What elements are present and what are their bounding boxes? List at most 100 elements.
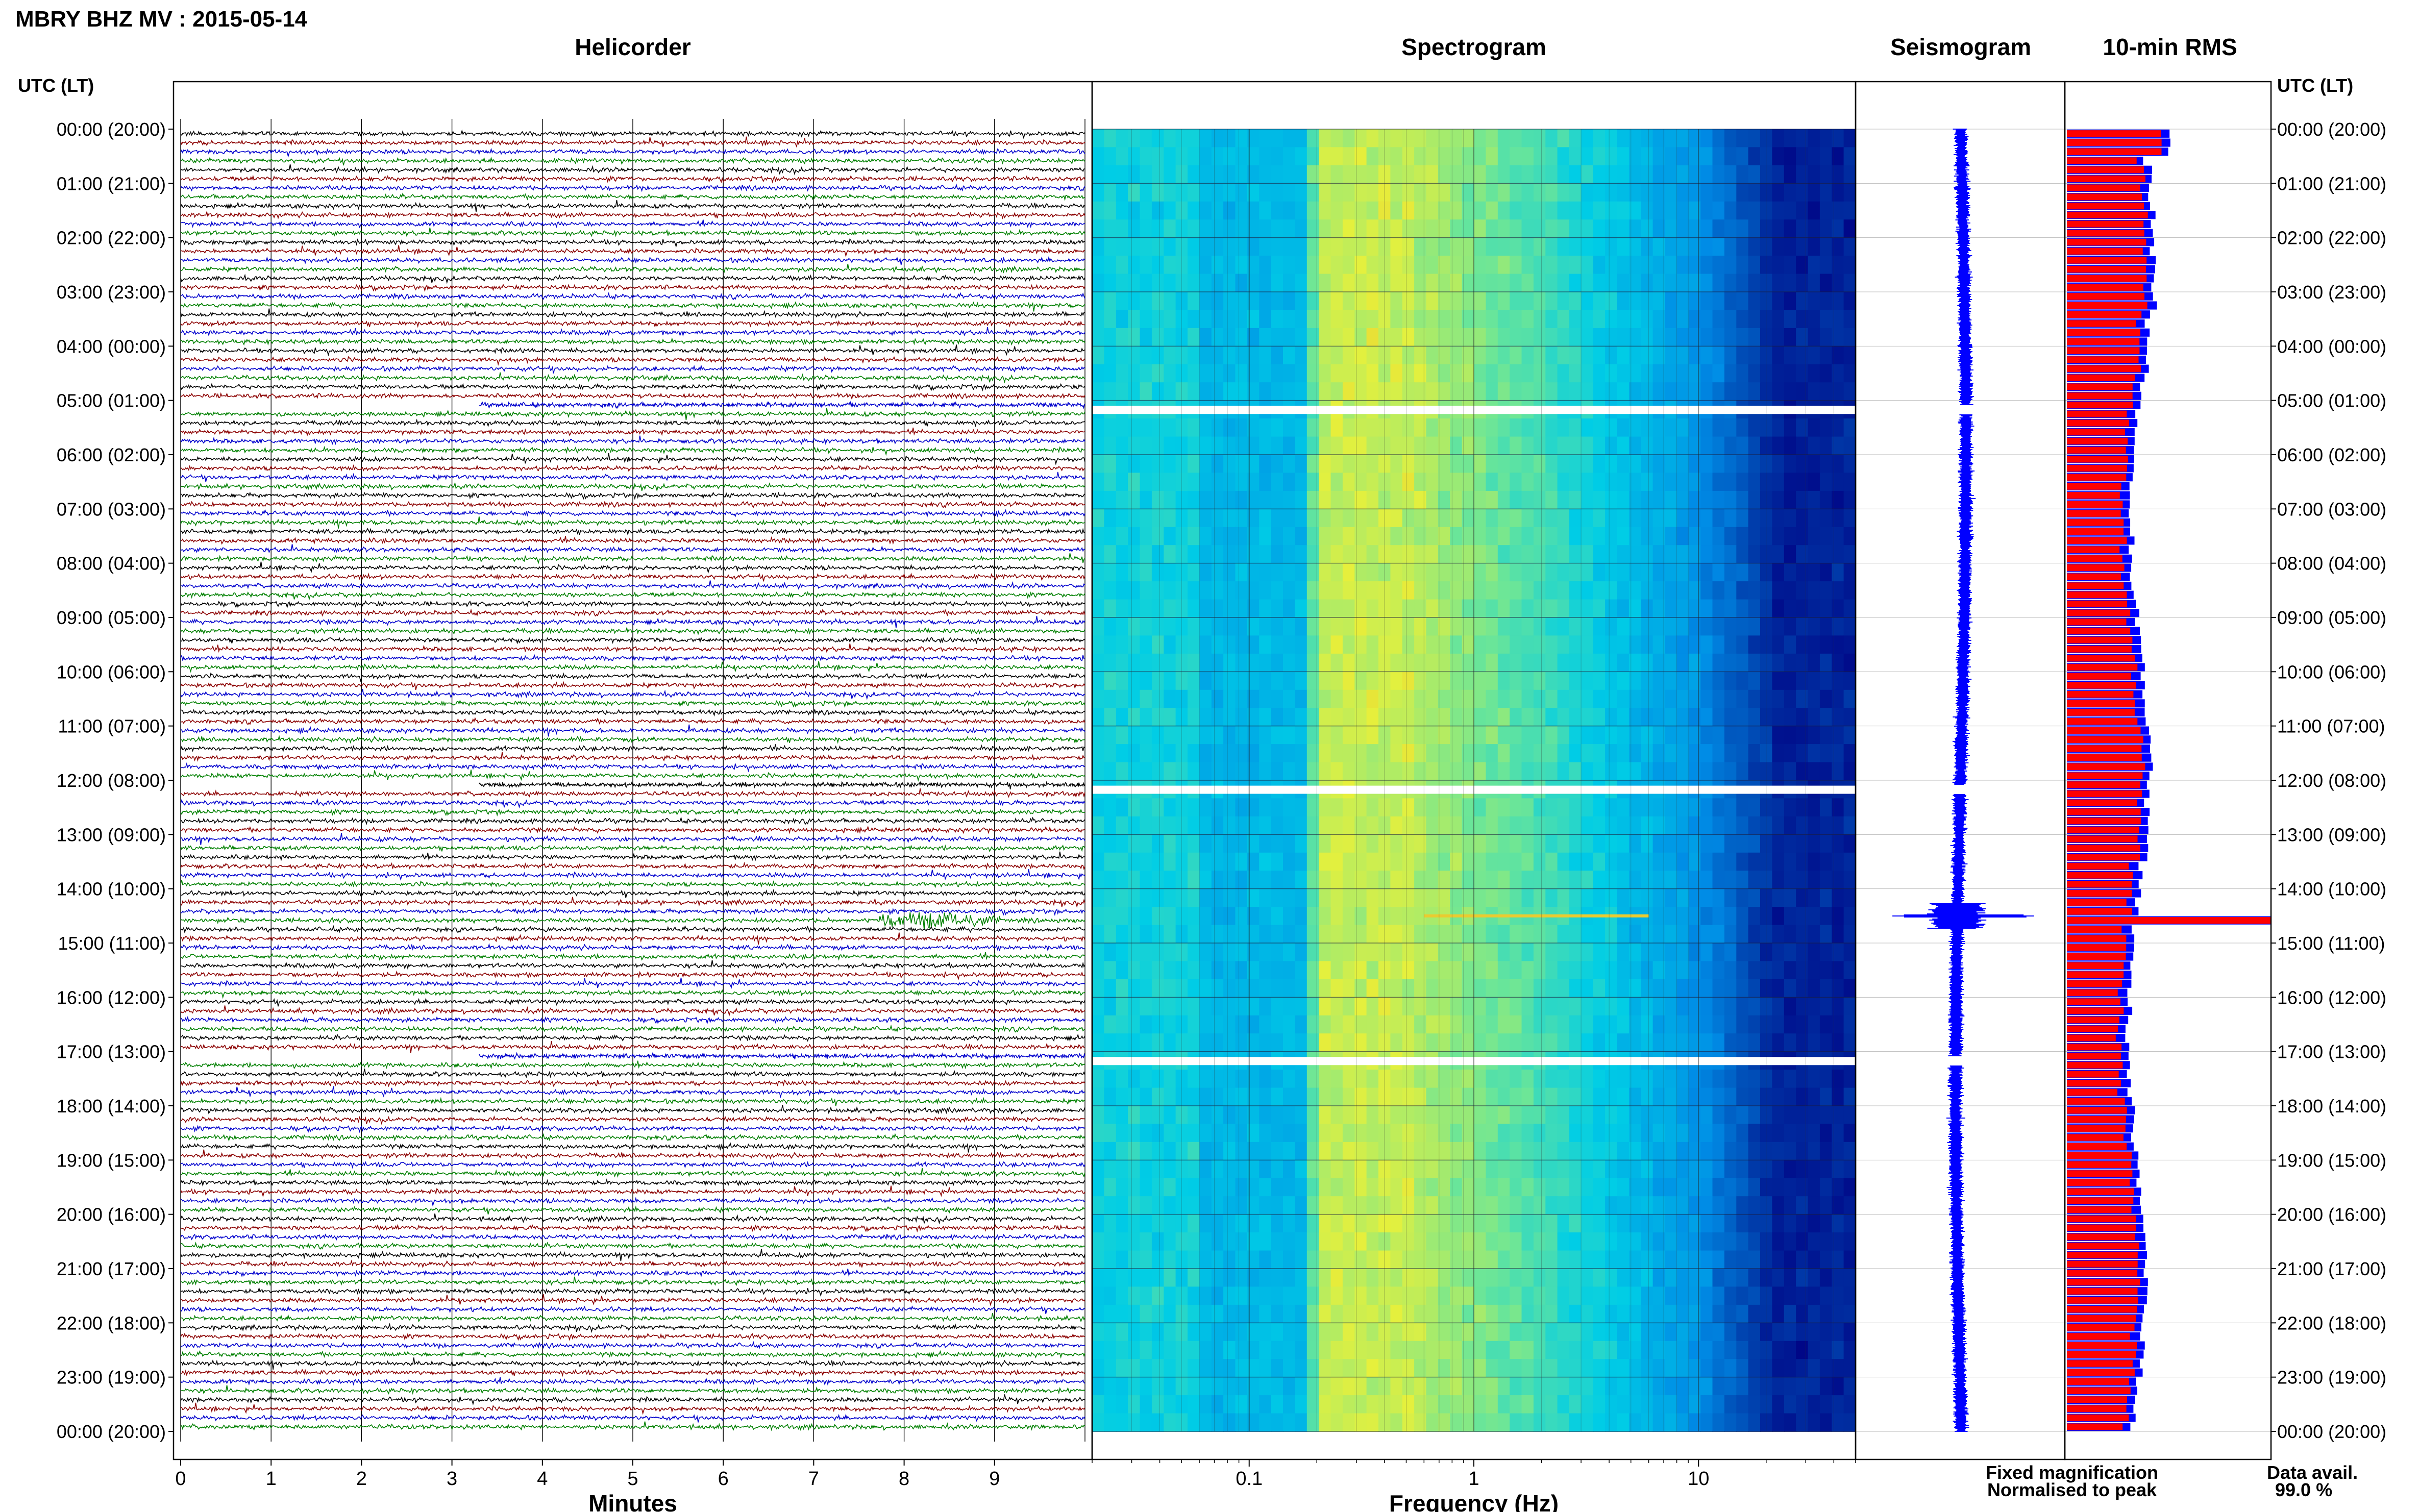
minutes-tick-label: 1 — [266, 1468, 277, 1490]
rms-bar-normalised — [2067, 166, 2144, 173]
hour-label-left: 12:00 (08:00) — [57, 770, 166, 791]
helicorder-trace — [180, 1079, 1085, 1089]
helicorder-trace — [180, 960, 1085, 970]
rms-panel-title: 10-min RMS — [2103, 34, 2237, 60]
helicorder-trace — [180, 1205, 1085, 1214]
rms-bar-normalised — [2067, 618, 2127, 626]
helicorder-trace — [180, 1341, 1085, 1350]
helicorder-trace — [180, 1213, 1085, 1225]
seismogram-panel-title: Seismogram — [1890, 34, 2031, 60]
helicorder-trace — [180, 1197, 1085, 1207]
station-title: MBRY BHZ MV : 2015-05-14 — [15, 7, 308, 32]
helicorder-trace — [180, 1125, 1085, 1133]
rms-bar-normalised — [2067, 1387, 2131, 1394]
rms-bar-normalised — [2067, 1233, 2135, 1241]
helicorder-trace — [180, 1086, 1085, 1099]
helicorder-trace — [479, 1052, 1085, 1060]
rms-bar-normalised — [2067, 320, 2136, 327]
rms-bar-normalised — [2067, 1306, 2137, 1313]
helicorder-trace — [180, 1024, 1085, 1033]
rms-bar-normalised — [2067, 1243, 2139, 1250]
time-axis-labels: 00:00 (20:00) 00:00 (20:00) 01:00 (21:00) 0… — [57, 119, 2386, 1442]
helicorder-trace — [180, 580, 1085, 590]
helicorder-trace — [180, 264, 1085, 274]
rms-bar-normalised — [2067, 944, 2127, 951]
rms-bar-normalised — [2067, 492, 2120, 499]
rms-bar-normalised — [2067, 1287, 2138, 1295]
rms-bar-normalised — [2067, 247, 2143, 255]
helicorder-trace — [180, 636, 1085, 645]
rms-bar-normalised — [2067, 609, 2131, 616]
frequency-axis-label: Frequency (Hz) — [1389, 1490, 1559, 1512]
rms-bar-normalised — [2067, 1025, 2118, 1032]
spectrogram-plot — [1092, 129, 1856, 1432]
helicorder-trace — [180, 889, 1085, 898]
rms-bar-normalised — [2067, 926, 2122, 933]
helicorder-trace — [180, 1097, 1085, 1106]
rms-bar-normalised — [2067, 1414, 2129, 1422]
minutes-tick-label: 6 — [718, 1468, 729, 1490]
helicorder-trace — [180, 880, 1085, 890]
hour-label-left: 02:00 (22:00) — [57, 228, 166, 249]
helicorder-trace — [180, 798, 1085, 809]
helicorder-trace — [180, 292, 1085, 301]
helicorder-trace — [180, 536, 1085, 545]
rms-bar-normalised — [2067, 1044, 2122, 1051]
rms-bar-normalised — [2067, 410, 2127, 417]
rms-bar-normalised — [2067, 464, 2127, 472]
helicorder-trace — [180, 1276, 1085, 1286]
rms-bar-normalised — [2067, 691, 2134, 698]
rms-bar-normalised — [2067, 935, 2127, 942]
helicorder-trace — [180, 626, 1085, 635]
rms-bar-normalised — [2067, 266, 2146, 273]
helicorder-trace — [180, 464, 1085, 473]
rms-bar-normalised — [2067, 483, 2121, 490]
rms-bar-normalised — [2067, 989, 2118, 997]
hour-label-right: 03:00 (23:00) — [2277, 282, 2386, 303]
helicorder-trace — [180, 1069, 1085, 1078]
rms-bar-normalised — [2067, 1360, 2133, 1367]
helicorder-trace — [180, 553, 1085, 564]
helicorder-trace — [180, 1185, 1085, 1198]
helicorder-trace — [180, 952, 1085, 961]
rms-bar-normalised — [2067, 1369, 2135, 1376]
rms-bar-normalised — [2067, 1333, 2130, 1340]
rms-bar-normalised — [2067, 862, 2129, 870]
helicorder-trace — [180, 699, 1085, 708]
minutes-tick-label: 0 — [175, 1468, 186, 1490]
rms-bar-normalised — [2067, 1206, 2132, 1213]
rms-bar-normalised — [2067, 917, 2271, 924]
minutes-axis-label: Minutes — [588, 1490, 677, 1512]
hour-label-left: 10:00 (06:00) — [57, 661, 166, 682]
helicorder-trace — [180, 943, 1085, 952]
helicorder-trace — [479, 780, 1085, 790]
helicorder-trace — [180, 147, 1085, 158]
helicorder-trace — [180, 672, 1085, 683]
rms-bar-normalised — [2067, 1179, 2130, 1186]
hour-label-left: 19:00 (15:00) — [57, 1150, 166, 1171]
rms-bar-normalised — [2067, 347, 2140, 354]
rms-bar-normalised — [2067, 1260, 2138, 1268]
rms-bar-normalised — [2067, 1278, 2140, 1286]
frequency-tick-label: 1 — [1468, 1468, 1479, 1490]
rms-bar-normalised — [2067, 1396, 2127, 1403]
rms-bar-normalised — [2067, 356, 2139, 363]
rms-bar-normalised — [2067, 474, 2127, 481]
helicorder-trace — [180, 392, 1085, 401]
helicorder-trace — [180, 861, 1085, 871]
helicorder-trace — [180, 912, 1085, 930]
hour-label-left: 00:00 (20:00) — [57, 119, 166, 140]
rms-bar-normalised — [2067, 383, 2133, 390]
hour-label-left: 01:00 (21:00) — [57, 173, 166, 194]
rms-bar-normalised — [2067, 1152, 2132, 1159]
helicorder-trace — [180, 1040, 1085, 1053]
rms-bar-normalised — [2067, 646, 2132, 653]
helicorder-trace — [180, 283, 1085, 292]
rms-bar-normalised — [2067, 230, 2144, 237]
hour-label-right: 10:00 (06:00) — [2277, 661, 2386, 682]
rms-bar-normalised — [2067, 790, 2142, 798]
helicorder-trace — [180, 1033, 1085, 1043]
helicorder-trace — [180, 572, 1085, 582]
rms-bar-normalised — [2067, 1378, 2130, 1385]
helicorder-trace — [180, 1294, 1085, 1306]
